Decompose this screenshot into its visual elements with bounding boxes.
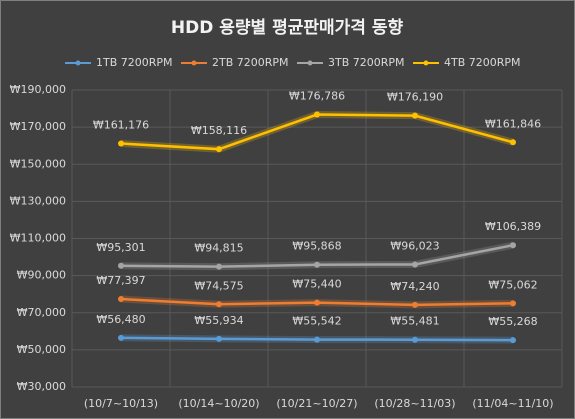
data-point	[412, 112, 418, 119]
data-label: ₩96,023	[390, 239, 439, 252]
data-point	[412, 261, 418, 268]
data-label: ₩176,786	[289, 90, 345, 103]
legend-marker	[423, 60, 429, 66]
y-tick-label: ₩30,000	[17, 380, 66, 393]
x-tick-label: (11/04~11/10)	[472, 397, 553, 410]
data-point	[510, 337, 516, 344]
legend-marker	[191, 60, 197, 66]
legend-marker	[75, 60, 81, 66]
data-point	[510, 139, 516, 146]
data-point	[118, 296, 124, 303]
data-point	[216, 146, 222, 153]
data-point	[118, 262, 124, 269]
legend-label: 3TB 7200RPM	[328, 56, 405, 69]
data-label: ₩75,440	[292, 278, 341, 291]
data-point	[314, 299, 320, 306]
data-label: ₩55,542	[292, 315, 341, 328]
data-point	[216, 335, 222, 342]
data-point	[216, 301, 222, 308]
data-label: ₩95,301	[96, 241, 145, 254]
x-tick-label: (10/7~10/13)	[84, 397, 158, 410]
data-label: ₩161,176	[93, 119, 149, 132]
data-label: ₩74,575	[194, 279, 243, 292]
data-point	[118, 334, 124, 341]
data-label: ₩75,062	[488, 278, 537, 291]
y-tick-label: ₩150,000	[10, 157, 66, 170]
data-label: ₩55,481	[390, 315, 439, 328]
data-label: ₩94,815	[194, 242, 243, 255]
data-point	[314, 336, 320, 343]
y-tick-label: ₩170,000	[10, 120, 66, 133]
legend-label: 1TB 7200RPM	[96, 56, 173, 69]
y-tick-label: ₩70,000	[17, 306, 66, 319]
y-tick-label: ₩190,000	[10, 83, 66, 96]
chart-title: HDD 용량별 평균판매가격 동향	[171, 17, 404, 38]
data-point	[216, 263, 222, 270]
data-point	[314, 111, 320, 118]
data-label: ₩176,190	[387, 91, 443, 104]
legend-marker	[307, 60, 313, 66]
data-label: ₩56,480	[96, 313, 145, 326]
data-point	[412, 301, 418, 308]
data-label: ₩55,268	[488, 315, 537, 328]
data-label: ₩106,389	[485, 220, 541, 233]
y-tick-label: ₩90,000	[17, 269, 66, 282]
legend-label: 4TB 7200RPM	[444, 56, 521, 69]
data-label: ₩158,116	[191, 124, 247, 137]
data-point	[314, 261, 320, 268]
data-point	[118, 140, 124, 147]
x-tick-label: (10/21~10/27)	[276, 397, 357, 410]
data-point	[412, 336, 418, 343]
data-label: ₩74,240	[390, 280, 439, 293]
data-label: ₩161,846	[485, 117, 541, 130]
data-point	[510, 242, 516, 249]
data-point	[510, 300, 516, 307]
data-label: ₩55,934	[194, 314, 243, 327]
x-tick-label: (10/28~11/03)	[374, 397, 455, 410]
data-label: ₩77,397	[96, 274, 145, 287]
data-label: ₩95,868	[292, 240, 341, 253]
y-tick-label: ₩50,000	[17, 343, 66, 356]
x-tick-label: (10/14~10/20)	[178, 397, 259, 410]
y-tick-label: ₩110,000	[10, 232, 66, 245]
legend-label: 2TB 7200RPM	[212, 56, 289, 69]
y-tick-label: ₩130,000	[10, 194, 66, 207]
